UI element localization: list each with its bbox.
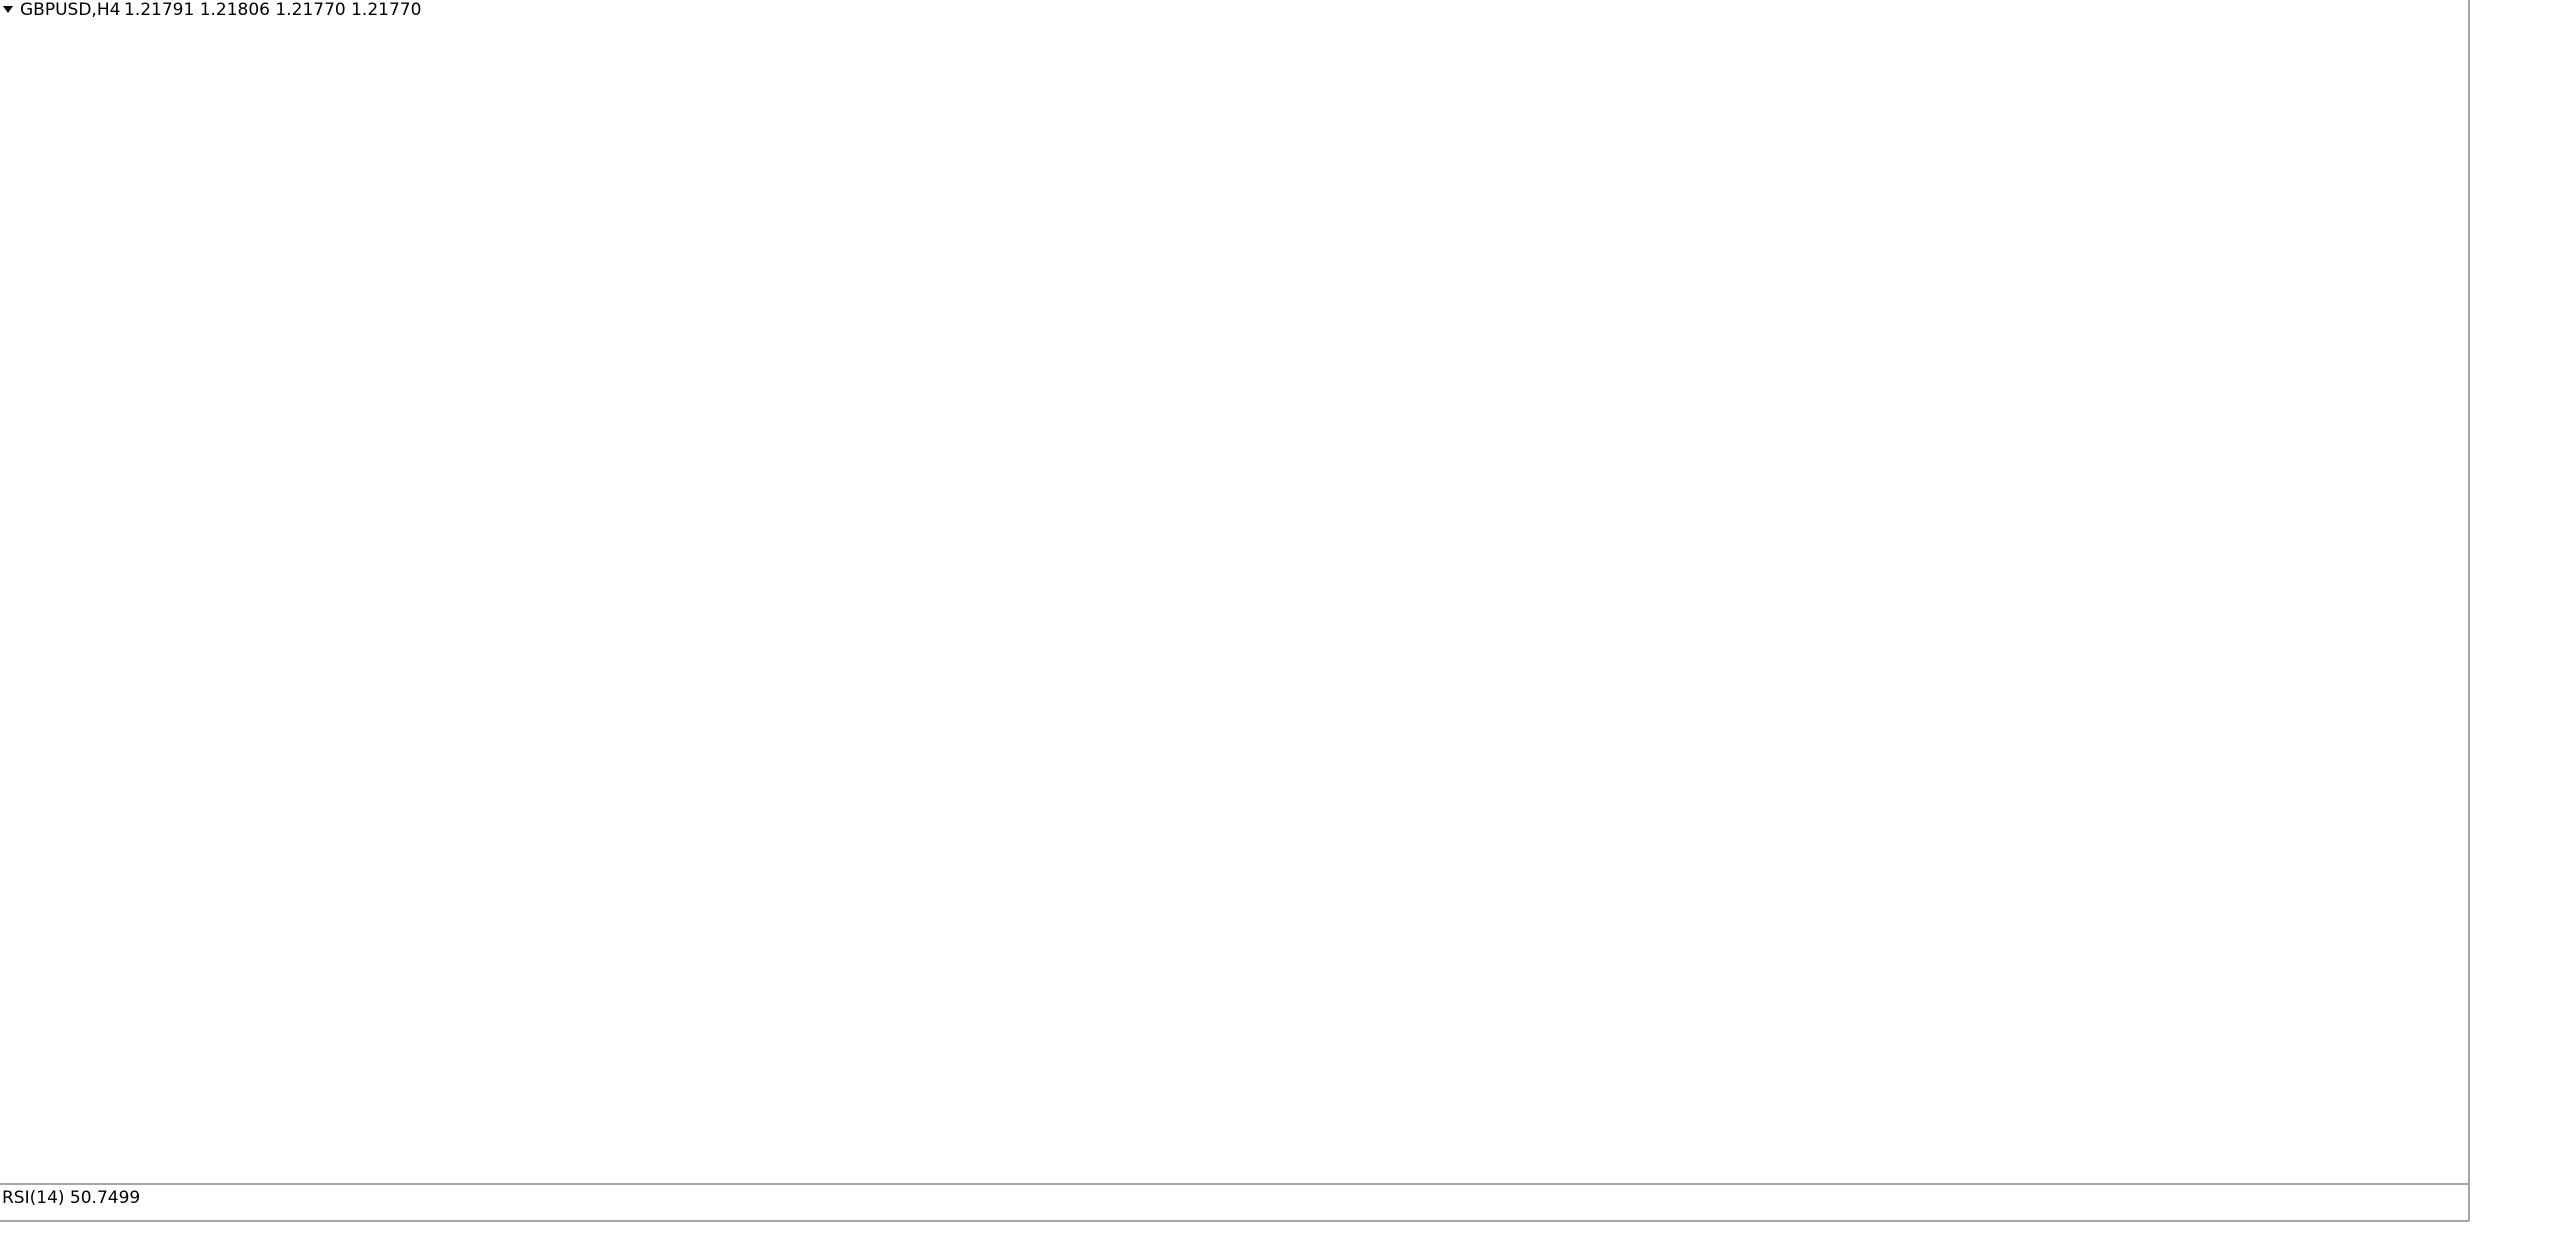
collapse-arrow[interactable] <box>3 6 13 13</box>
ohlc-text: 1.21791 1.21806 1.21770 1.21770 <box>124 0 421 20</box>
rsi-label: RSI(14) 50.7499 <box>2 1188 140 1208</box>
symbol: GBPUSD,H4 <box>20 0 120 20</box>
header-backdrop <box>0 0 460 20</box>
